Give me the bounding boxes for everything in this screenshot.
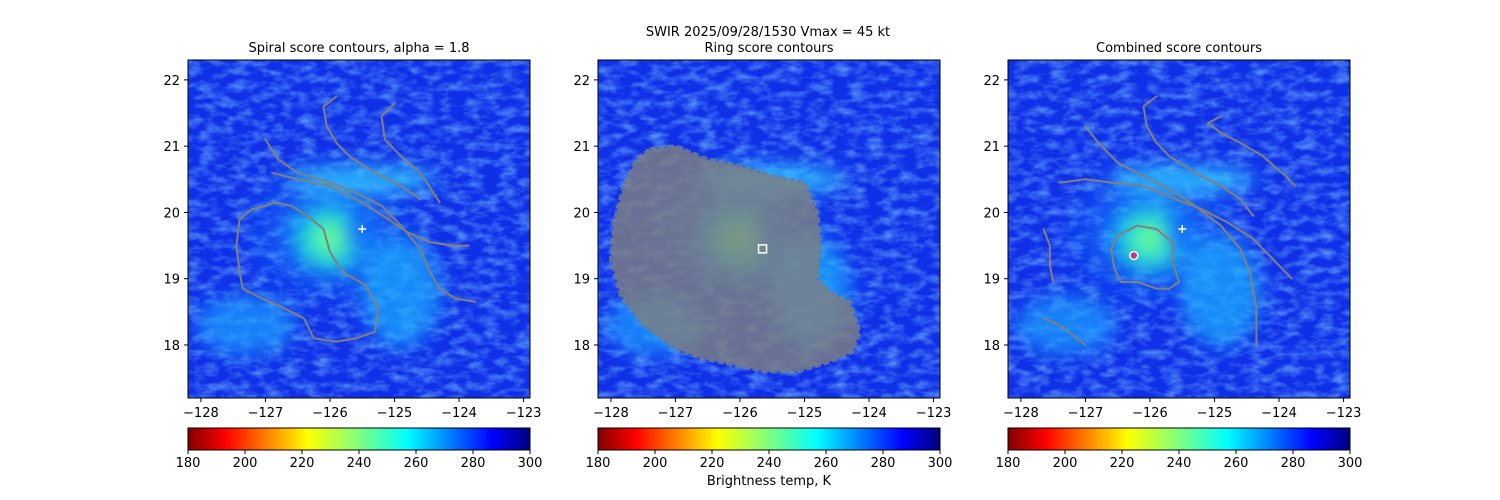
colorbar-tick-label: 180 <box>996 456 1021 471</box>
colorbar-tick-label: 280 <box>871 456 896 471</box>
x-tick-label: −127 <box>1068 406 1104 421</box>
contour-line <box>1042 317 1087 346</box>
x-tick-label: −123 <box>506 406 542 421</box>
x-tick-label: −128 <box>593 406 629 421</box>
contour-line <box>1142 95 1255 217</box>
x-tick-label: −125 <box>1197 406 1233 421</box>
x-tick-label: −124 <box>441 406 477 421</box>
colorbar-tick-label: 260 <box>1224 456 1249 471</box>
center-plus-marker <box>1178 225 1187 233</box>
plot-area <box>188 60 530 398</box>
colorbar-tick-label: 240 <box>1167 456 1192 471</box>
y-tick-label: 19 <box>983 273 1000 288</box>
colorbar-tick-label: 220 <box>700 456 725 471</box>
contour-line <box>235 201 380 343</box>
colorbar-tick-label: 200 <box>1053 456 1078 471</box>
plot-area <box>598 60 940 398</box>
panel-ring: Ring score contours −128 −127 −126 −125 −124 −… <box>573 41 952 471</box>
x-tick-label: −126 <box>1132 406 1168 421</box>
contour-line <box>1058 178 1293 280</box>
colorbar-tick-label: 180 <box>176 456 201 471</box>
panel-title: Ring score contours <box>704 41 833 56</box>
panel-combined: Combined score contours −128 −127 −126 −125 −… <box>983 41 1362 471</box>
y-tick-label: 20 <box>983 206 1000 221</box>
colorbar-tick-label: 260 <box>814 456 839 471</box>
colorbar-tick-label: 280 <box>461 456 486 471</box>
contour-line <box>270 171 470 247</box>
y-tick-label: 22 <box>573 74 590 89</box>
northern-band <box>287 165 438 194</box>
colorbar <box>187 427 531 451</box>
combined-center-marker <box>1129 250 1139 261</box>
y-tick-label: 18 <box>983 339 1000 354</box>
colorbar-label: Brightness temp, K <box>707 474 832 489</box>
suptitle: SWIR 2025/09/28/1530 Vmax = 45 kt <box>646 25 890 40</box>
colorbar-tick-label: 300 <box>1338 456 1363 471</box>
ring-center-square-marker <box>757 244 768 254</box>
axes-frame <box>597 59 941 399</box>
ring-contour-texture <box>610 145 861 373</box>
southeast-band <box>360 236 441 347</box>
center-plus-marker <box>358 225 367 233</box>
contour-line <box>1042 228 1055 283</box>
colorbar-tick-label: 300 <box>518 456 543 471</box>
eye-region <box>345 214 366 251</box>
y-tick-label: 21 <box>573 140 590 155</box>
y-tick-label: 22 <box>983 74 1000 89</box>
contour-line <box>1110 224 1180 290</box>
panel-spiral: Spiral score contours, alpha = 1.8 −128 −1… <box>163 41 542 471</box>
colorbar-tick-label: 300 <box>928 456 953 471</box>
contour-line <box>264 138 477 303</box>
y-tick-label: 20 <box>163 206 180 221</box>
contour-line <box>1207 115 1297 187</box>
colorbar <box>597 427 941 451</box>
y-tick-label: 22 <box>163 74 180 89</box>
x-tick-label: −128 <box>183 406 219 421</box>
y-tick-label: 18 <box>573 339 590 354</box>
x-tick-label: −126 <box>312 406 348 421</box>
y-tick-label: 19 <box>163 273 180 288</box>
colorbar-tick-label: 220 <box>290 456 315 471</box>
y-tick-label: 18 <box>163 339 180 354</box>
x-tick-label: −127 <box>248 406 284 421</box>
y-tick-label: 21 <box>983 140 1000 155</box>
contour-line <box>322 95 422 201</box>
x-tick-label: −123 <box>1326 406 1362 421</box>
axes-frame <box>187 59 531 399</box>
y-tick-label: 19 <box>573 273 590 288</box>
colorbar-tick-label: 240 <box>347 456 372 471</box>
colorbar-tick-label: 200 <box>643 456 668 471</box>
y-tick-label: 20 <box>573 206 590 221</box>
colorbar-tick-label: 200 <box>233 456 258 471</box>
x-tick-label: −124 <box>1261 406 1297 421</box>
x-tick-label: −124 <box>851 406 887 421</box>
colorbar-tick-label: 260 <box>404 456 429 471</box>
plot-area <box>1008 60 1350 398</box>
southwest-band <box>1016 295 1117 356</box>
x-tick-label: −128 <box>1003 406 1039 421</box>
axes-frame <box>1007 59 1351 399</box>
x-tick-label: −127 <box>658 406 694 421</box>
colorbar-tick-label: 240 <box>757 456 782 471</box>
x-tick-label: −125 <box>787 406 823 421</box>
southwest-band <box>196 295 297 356</box>
x-tick-label: −125 <box>377 406 413 421</box>
panel-title: Spiral score contours, alpha = 1.8 <box>248 41 469 56</box>
colorbar-tick-label: 220 <box>1110 456 1135 471</box>
panel-title: Combined score contours <box>1096 41 1262 56</box>
y-tick-label: 21 <box>163 140 180 155</box>
southeast-band <box>1180 236 1261 347</box>
colorbar-tick-label: 280 <box>1281 456 1306 471</box>
x-tick-label: −126 <box>722 406 758 421</box>
colorbar-tick-label: 180 <box>586 456 611 471</box>
contour-line <box>380 102 441 204</box>
x-tick-label: −123 <box>916 406 952 421</box>
colorbar <box>1007 427 1351 451</box>
